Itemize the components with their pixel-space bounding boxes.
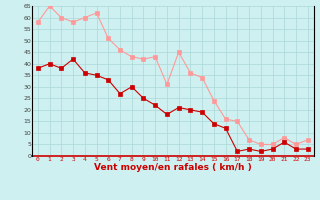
- X-axis label: Vent moyen/en rafales ( km/h ): Vent moyen/en rafales ( km/h ): [94, 163, 252, 172]
